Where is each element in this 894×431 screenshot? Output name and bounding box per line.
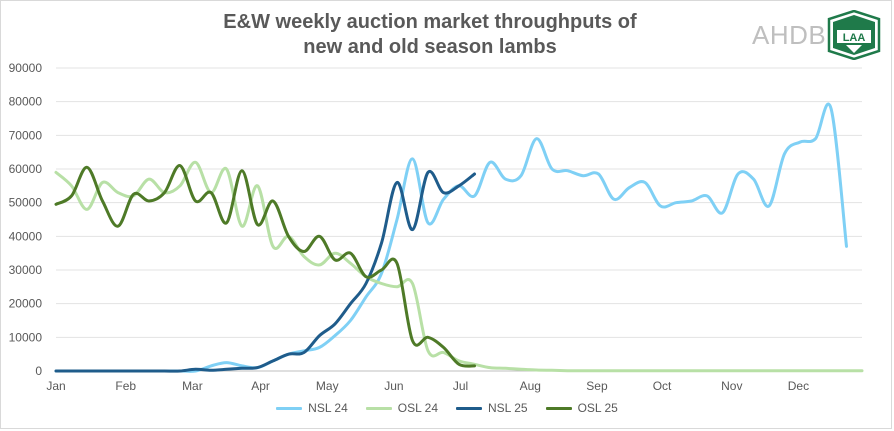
x-tick-label-jul: Jul — [453, 379, 468, 393]
x-tick-label-mar: Mar — [182, 379, 203, 393]
legend-item-osl-25: OSL 25 — [545, 401, 618, 415]
y-tick-label: 40000 — [9, 229, 43, 243]
legend: NSL 24 OSL 24 NSL 25 OSL 25 — [0, 398, 894, 418]
y-tick-label: 10000 — [9, 330, 43, 344]
x-tick-label-oct: Oct — [653, 379, 672, 393]
series-line-nsl-24 — [54, 102, 848, 373]
y-tick-label: 20000 — [9, 297, 43, 311]
y-tick-label: 80000 — [9, 95, 43, 109]
x-tick-label-jan: Jan — [46, 379, 65, 393]
x-axis-ticks: Jan Feb Mar Apr May Jun Jul Aug Sep Oct Nov Dec — [46, 379, 809, 393]
x-tick-label-sep: Sep — [586, 379, 608, 393]
laa-logo-text: LAA — [843, 32, 866, 44]
x-tick-label-dec: Dec — [788, 379, 809, 393]
x-tick-label-feb: Feb — [115, 379, 136, 393]
y-axis-ticks: 0 10000 20000 30000 40000 50000 60000 70000 8000… — [9, 61, 43, 378]
legend-swatch — [276, 406, 303, 410]
y-tick-label: 90000 — [9, 61, 43, 75]
y-tick-label: 70000 — [9, 128, 43, 142]
x-tick-label-jun: Jun — [384, 379, 403, 393]
series-line-osl-24 — [54, 160, 864, 373]
legend-label: NSL 24 — [308, 401, 348, 415]
x-tick-label-nov: Nov — [721, 379, 742, 393]
chart-title-line-2: new and old season lambs — [303, 36, 557, 58]
legend-item-osl-24: OSL 24 — [365, 401, 438, 415]
legend-label: OSL 24 — [397, 401, 438, 415]
legend-item-nsl-25: NSL 25 — [456, 401, 528, 415]
legend-label: OSL 25 — [577, 401, 618, 415]
series-lines — [54, 102, 864, 373]
series-line-nsl-25 — [54, 169, 476, 373]
legend-swatch — [545, 406, 572, 410]
legend-swatch — [365, 406, 392, 410]
x-tick-label-may: May — [316, 379, 339, 393]
y-tick-label: 30000 — [9, 263, 43, 277]
y-tick-label: 0 — [35, 364, 42, 378]
legend-label: NSL 25 — [488, 401, 528, 415]
chart-title: E&W weekly auction market throughputs of… — [180, 10, 680, 60]
legend-swatch — [456, 406, 482, 410]
x-tick-label-aug: Aug — [520, 379, 541, 393]
ahdb-logo: AHDB — [752, 20, 827, 50]
laa-logo: LAA — [827, 10, 881, 60]
chart-title-line-1: E&W weekly auction market throughputs of — [223, 11, 637, 33]
y-tick-label: 60000 — [9, 162, 43, 176]
x-tick-label-apr: Apr — [251, 379, 270, 393]
series-line-osl-25 — [54, 164, 476, 368]
y-tick-label: 50000 — [9, 196, 43, 210]
chart-plot: 0 10000 20000 30000 40000 50000 60000 70000 8000… — [9, 61, 864, 393]
legend-item-nsl-24: NSL 24 — [276, 401, 348, 415]
grid-lines — [56, 67, 862, 372]
